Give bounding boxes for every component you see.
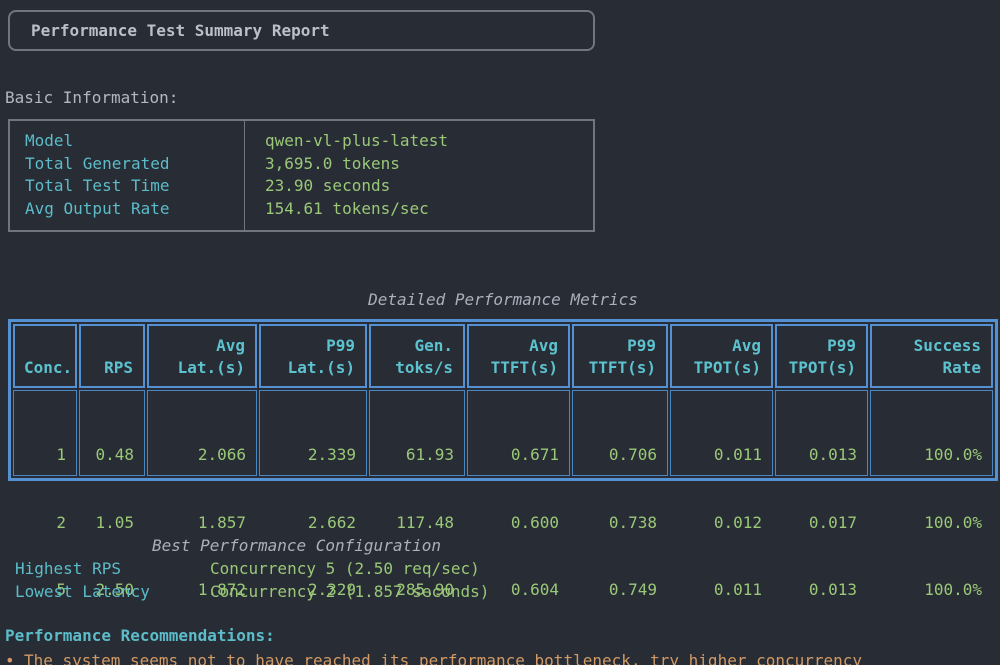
metrics-header-p99-ttft: P99 TTFT(s) <box>572 324 668 388</box>
best-performance-row-lowest-latency: Lowest Latency Concurrency 2 (1.857 seco… <box>15 581 1000 604</box>
metrics-header-success-rate: Success Rate <box>870 324 993 388</box>
metrics-col-avg-lat: 2.066 1.857 1.872 <box>147 390 257 599</box>
bullet-icon: • <box>5 651 15 665</box>
metrics-table: Conc. RPS Avg Lat.(s) P99 Lat.(s) Gen. t… <box>8 319 998 599</box>
metrics-col-rps: 0.48 1.05 2.50 <box>79 390 145 599</box>
basic-info-table: Model Total Generated Total Test Time Av… <box>8 119 595 232</box>
metrics-header-conc: Conc. <box>13 324 77 388</box>
basic-info-label: Model <box>25 131 74 150</box>
metrics-header-avg-tpot: Avg TPOT(s) <box>670 324 773 388</box>
basic-info-value: qwen-vl-plus-latest <box>265 131 449 150</box>
metrics-col-p99-lat: 2.339 2.662 2.329 <box>259 390 367 599</box>
metrics-col-conc: 1 2 5 <box>13 390 77 599</box>
metrics-col-p99-ttft: 0.706 0.738 0.749 <box>572 390 668 599</box>
basic-info-label: Avg Output Rate <box>25 198 170 218</box>
basic-info-label: Total Test Time <box>25 176 170 195</box>
metrics-col-gen-toks: 61.93 117.48 285.90 <box>369 390 465 599</box>
basic-info-label-column: Model Total Generated Total Test Time Av… <box>10 121 245 230</box>
metrics-col-avg-tpot: 0.011 0.012 0.011 <box>670 390 773 599</box>
recommendation-item: • The system seems not to have reached i… <box>5 650 1000 665</box>
metrics-table-title: Detailed Performance Metrics <box>368 290 638 309</box>
metrics-header-p99-tpot: P99 TPOT(s) <box>775 324 868 388</box>
report-title-panel: Performance Test Summary Report <box>8 10 595 51</box>
basic-info-value: 23.90 seconds <box>265 176 391 195</box>
metrics-header-rps: RPS <box>79 324 145 388</box>
best-performance-section: Best Performance Configuration Highest R… <box>0 536 1000 603</box>
best-performance-value: Concurrency 2 (1.857 seconds) <box>210 581 490 601</box>
metrics-table-header-row: Conc. RPS Avg Lat.(s) P99 Lat.(s) Gen. t… <box>13 324 993 388</box>
recommendations-heading: Performance Recommendations: <box>5 626 275 645</box>
recommendation-text: The system seems not to have reached its… <box>24 651 863 665</box>
metrics-col-avg-ttft: 0.671 0.600 0.604 <box>467 390 570 599</box>
best-performance-row-highest-rps: Highest RPS Concurrency 5 (2.50 req/sec) <box>15 558 1000 581</box>
metrics-table-body: 1 2 5 0.48 1.05 2.50 2.066 1.857 1.872 2… <box>13 390 993 599</box>
best-performance-label: Highest RPS <box>15 559 121 578</box>
metrics-col-success-rate: 100.0% 100.0% 100.0% <box>870 390 993 599</box>
best-performance-label: Lowest Latency <box>15 581 150 601</box>
metrics-header-avg-ttft: Avg TTFT(s) <box>467 324 570 388</box>
basic-info-value: 154.61 tokens/sec <box>265 198 429 218</box>
basic-info-value-column: qwen-vl-plus-latest 3,695.0 tokens 23.90… <box>245 121 593 230</box>
metrics-col-p99-tpot: 0.013 0.017 0.013 <box>775 390 868 599</box>
basic-info-label: Total Generated <box>25 153 170 173</box>
basic-info-value: 3,695.0 tokens <box>265 153 400 173</box>
best-performance-value: Concurrency 5 (2.50 req/sec) <box>210 559 480 578</box>
basic-info-heading: Basic Information: <box>5 88 179 107</box>
recommendations-section: Performance Recommendations: • The syste… <box>0 626 1000 665</box>
best-performance-title: Best Performance Configuration <box>152 536 441 555</box>
report-title: Performance Test Summary Report <box>31 21 330 40</box>
metrics-header-p99-lat: P99 Lat.(s) <box>259 324 367 388</box>
metrics-header-gen-toks: Gen. toks/s <box>369 324 465 388</box>
metrics-header-avg-lat: Avg Lat.(s) <box>147 324 257 388</box>
